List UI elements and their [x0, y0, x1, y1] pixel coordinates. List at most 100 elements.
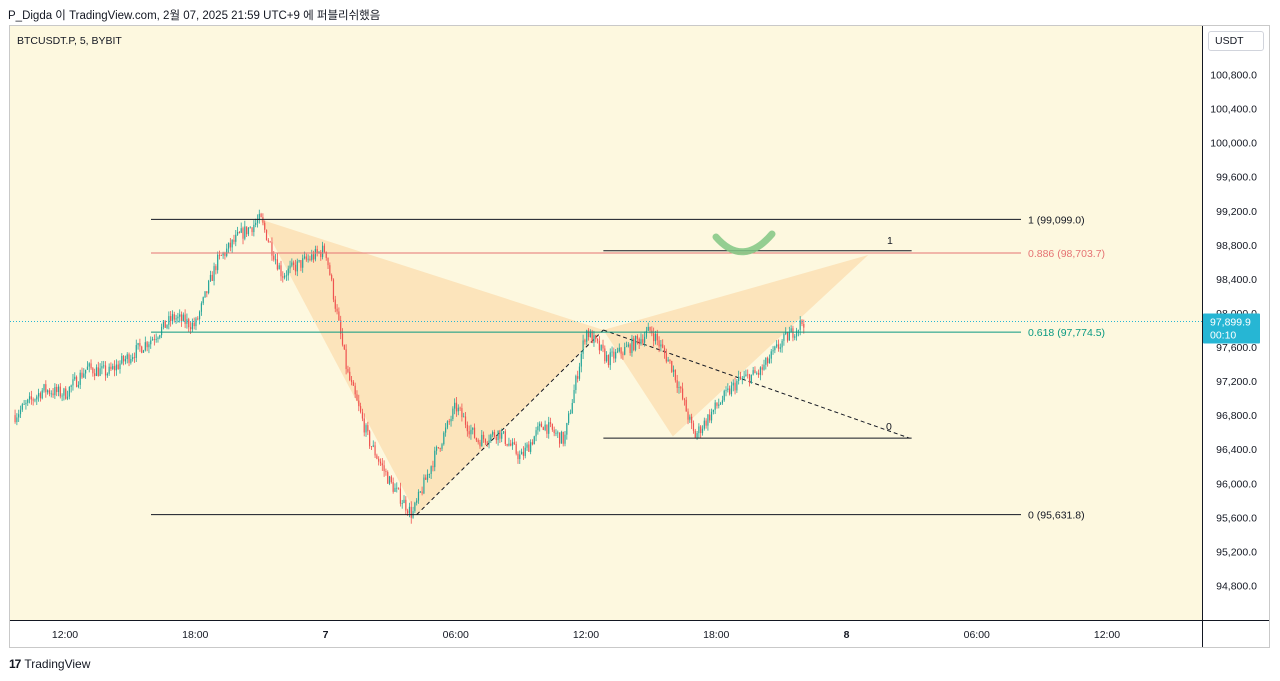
candle-body	[656, 333, 658, 341]
candle-body	[564, 434, 566, 444]
price-axis-tick-label: 96,000.0	[1216, 478, 1257, 490]
candle-body	[37, 393, 40, 397]
candle-body	[121, 356, 123, 364]
candle-body	[533, 436, 535, 445]
candle-body	[27, 399, 29, 403]
candle-body	[600, 344, 602, 351]
candle-body	[546, 424, 548, 434]
candle-body	[63, 388, 65, 396]
candle-body	[455, 402, 458, 412]
candle-body	[582, 340, 584, 354]
tradingview-logo[interactable]: 17 TradingView	[9, 657, 90, 671]
candle-body	[322, 245, 324, 258]
candle-body	[161, 326, 163, 336]
candle-body	[287, 268, 289, 276]
candle-body	[774, 346, 776, 351]
candle-body	[761, 367, 763, 370]
candle-body	[390, 476, 392, 483]
price-axis-tick-label: 95,200.0	[1216, 546, 1257, 558]
candle-body	[622, 353, 624, 355]
candle-body	[470, 429, 472, 435]
candle-body	[128, 354, 130, 363]
candle-body	[108, 366, 110, 374]
candle-body	[756, 372, 758, 374]
candle-body	[466, 424, 468, 432]
candle-body	[379, 461, 382, 464]
candle-body	[653, 333, 655, 342]
candle-body	[284, 275, 286, 278]
candle-body	[738, 376, 740, 381]
candle-body	[21, 404, 23, 410]
candle-body	[790, 328, 792, 333]
candle-body	[36, 396, 38, 400]
candle-body	[229, 242, 231, 248]
candle-body	[61, 395, 63, 397]
candle-body	[197, 318, 199, 320]
currency-button[interactable]: USDT	[1208, 31, 1264, 51]
candle-body	[493, 432, 496, 437]
candle-body	[765, 357, 767, 365]
candle-body	[797, 329, 799, 331]
candle-body	[457, 407, 459, 412]
candle-body	[213, 266, 215, 281]
candle-body	[34, 399, 36, 401]
candle-body	[629, 344, 631, 354]
candle-body	[723, 390, 725, 401]
candle-body	[757, 372, 760, 375]
candle-body	[74, 376, 76, 380]
price-axis-tick-label: 96,800.0	[1216, 410, 1257, 422]
candle-body	[692, 423, 695, 431]
candle-body	[425, 477, 427, 480]
candle-body	[273, 255, 275, 260]
candle-body	[649, 326, 651, 331]
candle-body	[75, 376, 78, 387]
candle-body	[267, 240, 269, 242]
candle-body	[788, 332, 790, 341]
candle-body	[251, 227, 253, 233]
candle-body	[117, 364, 119, 370]
candle-body	[492, 432, 494, 435]
time-axis-tick-label: 06:00	[964, 629, 990, 641]
candle-body	[645, 330, 648, 337]
candle-body	[517, 453, 519, 460]
fib-level-0-886-label: 0.886 (98,703.7)	[1028, 248, 1105, 260]
candle-body	[578, 366, 581, 379]
candle-body	[475, 438, 477, 441]
candle-body	[350, 380, 353, 382]
candle-body	[421, 491, 423, 494]
candle-body	[200, 303, 203, 312]
candle-body	[434, 450, 436, 468]
candle-body	[329, 265, 331, 276]
candle-body	[667, 359, 669, 362]
candle-body	[663, 347, 666, 354]
candle-body	[338, 311, 340, 321]
candle-body	[25, 402, 27, 405]
candle-body	[795, 330, 798, 337]
price-axis-tick-label: 100,800.0	[1210, 70, 1257, 82]
candle-body	[799, 320, 801, 330]
candle-body	[712, 409, 714, 412]
candle-body	[660, 344, 662, 347]
candle-body	[613, 351, 615, 359]
candle-body	[750, 374, 752, 384]
plot-area	[10, 26, 1202, 620]
candle-body	[381, 463, 383, 466]
last-price-tag: 97,899.900:10	[1203, 313, 1260, 344]
candle-body	[278, 265, 280, 270]
candle-body	[730, 385, 733, 395]
candle-body	[289, 265, 291, 269]
candle-body	[224, 253, 226, 256]
candle-body	[39, 393, 41, 399]
candle-body	[595, 335, 597, 339]
candle-body	[269, 241, 271, 243]
candle-body	[665, 353, 667, 362]
candle-body	[768, 358, 771, 364]
candle-body	[633, 338, 635, 350]
candle-body	[445, 427, 447, 433]
candle-body	[30, 396, 32, 400]
candle-body	[687, 411, 689, 420]
smile-curve-marker	[712, 230, 776, 256]
candle-body	[188, 319, 190, 328]
candle-body	[734, 382, 736, 391]
